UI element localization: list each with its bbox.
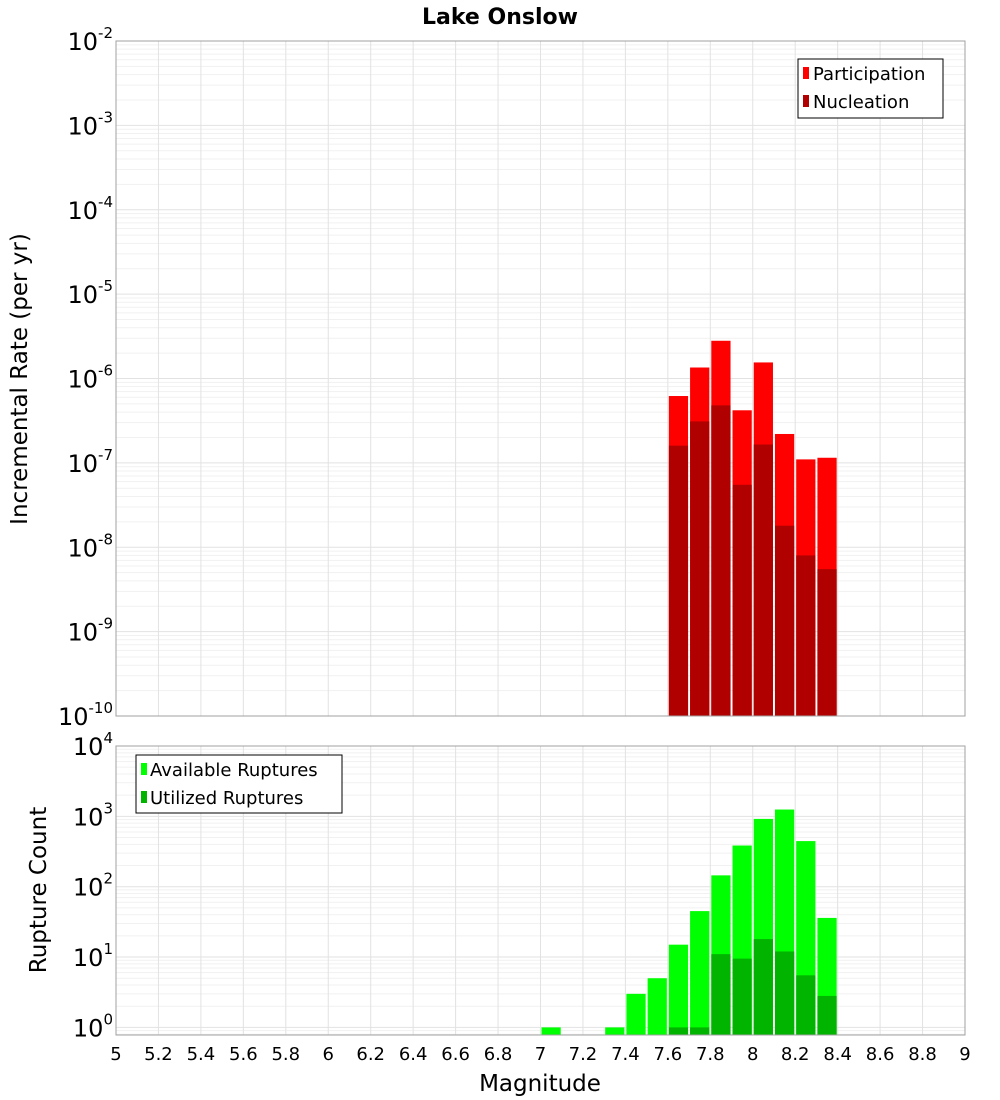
- magnitude-x-tick-label: 5: [110, 1044, 121, 1065]
- rate-y-tick-label: 10-5: [67, 277, 113, 309]
- available-ruptures-bar: [605, 1027, 625, 1035]
- count-y-tick-label: 101: [73, 940, 113, 972]
- rate-y-axis-label: Incremental Rate (per yr): [7, 233, 33, 525]
- magnitude-x-tick-label: 8.8: [908, 1044, 937, 1065]
- magnitude-x-tick-label: 6: [323, 1044, 334, 1065]
- nucleation-bar: [817, 569, 837, 716]
- count-plot-panel: 100 101 102 103 104 5 5.2 5.4 5.6 5.8 6 6.2 6.4 6.6 6.…: [73, 729, 971, 1065]
- count-legend: Available Ruptures Utilized Ruptures: [135, 754, 343, 814]
- magnitude-x-tick-label: 8.4: [823, 1044, 852, 1065]
- utilized-ruptures-bar: [732, 958, 752, 1035]
- legend-label: Available Ruptures: [150, 760, 318, 781]
- available-ruptures-bar: [690, 911, 710, 1035]
- legend-swatch: [141, 791, 147, 803]
- rate-y-tick-label: 10-6: [67, 362, 113, 394]
- utilized-ruptures-bar: [796, 975, 816, 1035]
- rate-y-tick-label: 10-4: [67, 193, 113, 225]
- rate-y-tick-label: 10-10: [58, 699, 113, 731]
- utilized-ruptures-bar: [753, 939, 773, 1035]
- rate-y-tick-label: 10-3: [67, 108, 113, 140]
- nucleation-bar: [774, 525, 795, 716]
- rate-y-tick-label: 10-8: [67, 530, 113, 562]
- nucleation-bar: [732, 484, 752, 716]
- nucleation-bar: [753, 444, 773, 716]
- magnitude-x-tick-label: 7.2: [569, 1044, 598, 1065]
- legend-swatch: [803, 95, 809, 107]
- magnitude-x-tick-label: 6.8: [484, 1044, 513, 1065]
- count-plot-frame: [115, 745, 966, 1036]
- magnitude-x-tick-label: 8: [747, 1044, 758, 1065]
- count-grid: [115, 745, 966, 1035]
- rate-plot-frame: [115, 40, 966, 717]
- utilized-ruptures-bar: [711, 954, 731, 1035]
- rate-legend-box: [797, 58, 944, 119]
- magnitude-x-tick-label: 5.6: [229, 1044, 258, 1065]
- nucleation-bar: [796, 555, 816, 716]
- rate-grid: [115, 40, 966, 717]
- magnitude-x-tick-label: 8.2: [781, 1044, 810, 1065]
- magnitude-x-tick-label: 5.8: [271, 1044, 300, 1065]
- legend-label: Participation: [813, 64, 925, 85]
- magnitude-x-axis-label: Magnitude: [479, 1071, 601, 1097]
- count-y-tick-label: 104: [73, 729, 113, 761]
- rate-legend: Participation Nucleation: [797, 58, 944, 119]
- utilized-ruptures-series: [668, 939, 837, 1035]
- magnitude-x-tick-label: 7.6: [654, 1044, 683, 1065]
- count-y-tick-label: 102: [73, 870, 113, 902]
- rate-y-tick-label: 10-9: [67, 615, 113, 647]
- nucleation-bar: [711, 405, 731, 716]
- available-ruptures-bar: [541, 1027, 561, 1035]
- magnitude-x-tick-label: 5.2: [144, 1044, 173, 1065]
- available-ruptures-bar: [668, 944, 689, 1035]
- magnitude-x-tick-label: 6.4: [399, 1044, 428, 1065]
- chart-title: Lake Onslow: [422, 5, 578, 30]
- legend-swatch: [141, 763, 147, 775]
- nucleation-bar: [668, 445, 689, 716]
- utilized-ruptures-bar: [668, 1027, 689, 1035]
- utilized-ruptures-bar: [690, 1027, 710, 1035]
- count-y-axis-label: Rupture Count: [26, 807, 52, 973]
- nucleation-bar: [690, 421, 710, 716]
- nucleation-series: [668, 405, 837, 716]
- magnitude-x-tick-label: 7: [535, 1044, 546, 1065]
- rate-plot-panel: 10-10 10-9 10-8 10-7 10-6 10-5 10-4 10-3 10-2 Par…: [58, 24, 966, 731]
- count-y-tick-label: 103: [73, 799, 113, 831]
- magnitude-x-tick-label: 9: [959, 1044, 970, 1065]
- legend-label: Nucleation: [813, 92, 909, 113]
- magnitude-x-tick-label: 8.6: [866, 1044, 895, 1065]
- rate-y-tick-label: 10-2: [67, 24, 113, 56]
- magnitude-x-tick-label: 5.4: [187, 1044, 216, 1065]
- count-y-tick-label: 100: [73, 1010, 113, 1042]
- magnitude-x-tick-label: 6.2: [356, 1044, 385, 1065]
- count-legend-box: [135, 754, 343, 814]
- legend-label: Utilized Ruptures: [150, 788, 303, 809]
- rate-y-tick-label: 10-7: [67, 446, 113, 478]
- magnitude-x-tick-label: 7.4: [611, 1044, 640, 1065]
- utilized-ruptures-bar: [817, 995, 837, 1035]
- magnitude-x-tick-label: 7.8: [696, 1044, 725, 1065]
- utilized-ruptures-bar: [774, 951, 795, 1035]
- available-ruptures-bar: [626, 993, 646, 1035]
- legend-swatch: [803, 67, 809, 79]
- available-ruptures-bar: [647, 978, 667, 1035]
- magnitude-x-tick-label: 6.6: [441, 1044, 470, 1065]
